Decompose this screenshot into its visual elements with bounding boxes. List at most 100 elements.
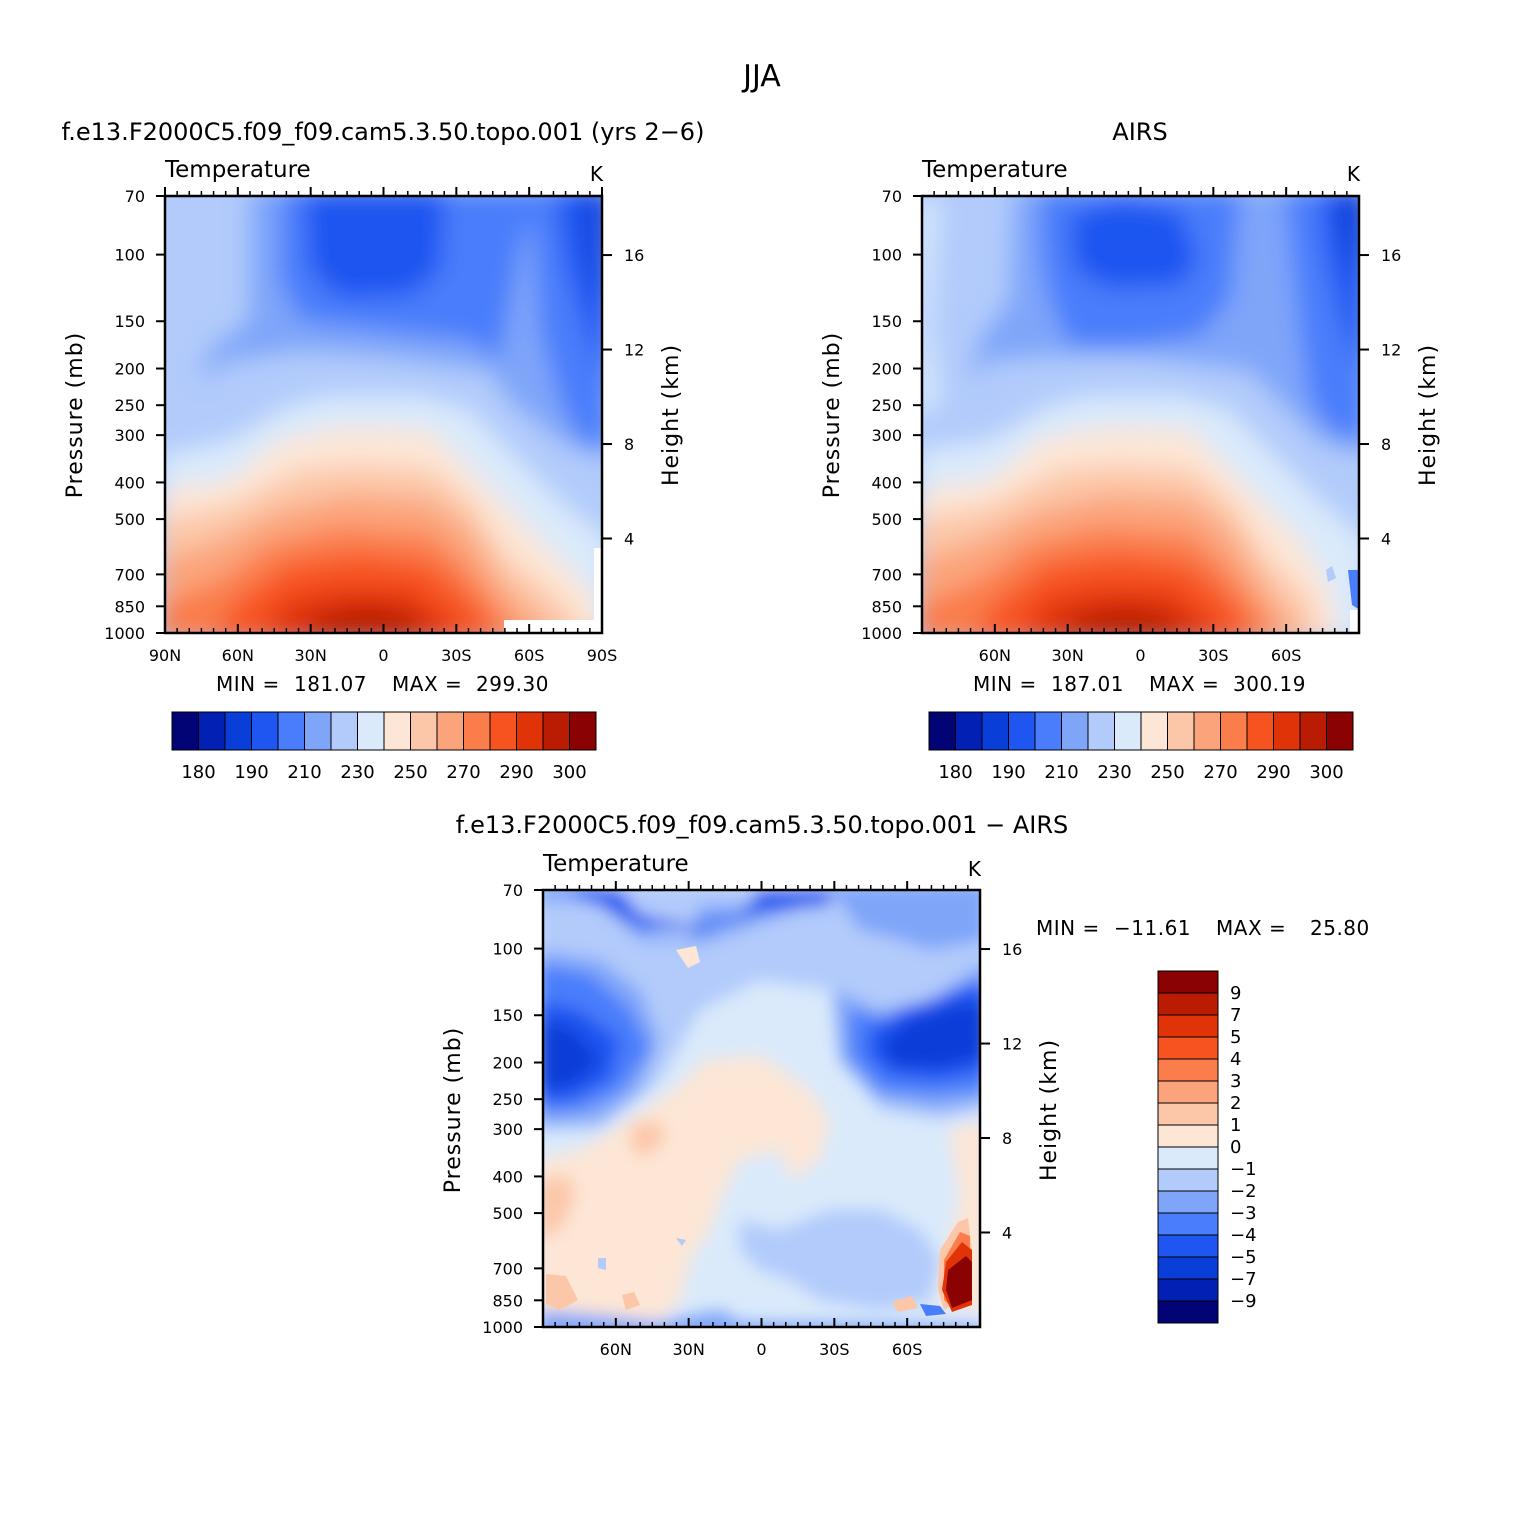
x-tick-label: 30S (1198, 646, 1229, 665)
colorbar-label: 300 (1309, 762, 1343, 783)
y-tick-label: 1000 (482, 1318, 523, 1337)
panel-diff-contour-field (543, 890, 980, 1327)
colorbar-box (1157, 1300, 1219, 1324)
colorbar-box (1157, 1190, 1219, 1214)
panel-obs-axes: 60N 30N 0 30S 60S 70 100 150 200 250 300 400 500 700 8… (861, 187, 1401, 665)
y-tick-label: 100 (871, 246, 902, 265)
colorbar-box (1114, 711, 1142, 751)
panel-diff-title: f.e13.F2000C5.f09_f09.cam5.3.50.topo.001… (456, 811, 1068, 839)
colorbar-box (1157, 970, 1219, 994)
panel-obs-title: AIRS (1112, 118, 1167, 146)
colorbar-box (1087, 711, 1115, 751)
panel-diff-units: K (968, 857, 982, 881)
panel-model-y2label: Height (km) (659, 344, 684, 486)
panel-model-title: f.e13.F2000C5.f09_f09.cam5.3.50.topo.001… (62, 118, 705, 146)
colorbar-label: 290 (1256, 762, 1290, 783)
y-tick-label: 500 (871, 510, 902, 529)
colorbar-label: 180 (181, 762, 215, 783)
panel-obs-max-value: 300.19 (1233, 672, 1306, 696)
panel-model: f.e13.F2000C5.f09_f09.cam5.3.50.topo.001… (62, 118, 705, 783)
panel-diff-subtitle: Temperature (542, 851, 689, 877)
x-tick-label: 90N (149, 646, 181, 665)
colorbar-box (1157, 1212, 1219, 1236)
x-tick-label: 30N (1052, 646, 1084, 665)
colorbar-label: −5 (1230, 1247, 1257, 1268)
colorbar-box (1008, 711, 1036, 751)
colorbar-box (1193, 711, 1221, 751)
panel-diff-axes: 60N 30N 0 30S 60S 70 100 150 200 250 300 400 500 700 8… (482, 881, 1022, 1359)
panel-diff-ylabel: Pressure (mb) (441, 1027, 466, 1194)
colorbar-box (1326, 711, 1354, 751)
colorbar-box (410, 711, 438, 751)
y-tick-label: 150 (114, 312, 145, 331)
y-tick-label: 300 (114, 426, 145, 445)
y-tick-label: 400 (492, 1167, 523, 1186)
y2-tick-label: 12 (1381, 341, 1401, 360)
panel-diff-min-label: MIN = (1036, 916, 1100, 940)
y-tick-label: 70 (503, 881, 523, 900)
colorbar-box (1157, 1146, 1219, 1170)
colorbar-box (463, 711, 491, 751)
colorbar-box (171, 711, 199, 751)
x-tick-label: 30S (441, 646, 472, 665)
colorbar-box (1246, 711, 1274, 751)
x-tick-label: 60S (1271, 646, 1302, 665)
panel-model-min-label: MIN = (216, 672, 280, 696)
colorbar-label: 2 (1230, 1093, 1241, 1114)
y-tick-label: 850 (114, 597, 145, 616)
y-tick-label: 250 (114, 396, 145, 415)
panel-obs-colorbar: 180 190 210 230 250 270 290 300 (928, 711, 1354, 783)
colorbar-label: 5 (1230, 1027, 1241, 1048)
colorbar-label: 1 (1230, 1115, 1241, 1136)
y2-tick-label: 4 (624, 530, 634, 549)
colorbar-label: 250 (393, 762, 427, 783)
colorbar-box (981, 711, 1009, 751)
colorbar-box (251, 711, 279, 751)
colorbar-label: 3 (1230, 1071, 1241, 1092)
colorbar-label: 270 (446, 762, 480, 783)
y-tick-label: 70 (882, 187, 902, 206)
colorbar-box (198, 711, 226, 751)
colorbar-label: 210 (287, 762, 321, 783)
y-tick-label: 100 (114, 246, 145, 265)
panel-model-subtitle: Temperature (164, 157, 311, 183)
colorbar-label: 180 (938, 762, 972, 783)
colorbar-box (1157, 1278, 1219, 1302)
colorbar-box (1157, 992, 1219, 1016)
panel-diff-min-value: −11.61 (1114, 916, 1191, 940)
colorbar-box (1140, 711, 1168, 751)
panel-model-max-value: 299.30 (476, 672, 549, 696)
y-tick-label: 1000 (861, 624, 902, 643)
colorbar-label: 230 (1097, 762, 1131, 783)
y-tick-label: 500 (114, 510, 145, 529)
colorbar-box (1061, 711, 1089, 751)
colorbar-label: 230 (340, 762, 374, 783)
panel-obs: AIRS Temperature K (820, 118, 1441, 783)
y-tick-label: 150 (871, 312, 902, 331)
x-tick-label: 60N (979, 646, 1011, 665)
colorbar-box (955, 711, 983, 751)
y-tick-label: 250 (871, 396, 902, 415)
colorbar-box (1273, 711, 1301, 751)
colorbar-label: −2 (1230, 1181, 1257, 1202)
colorbar-label: −9 (1230, 1291, 1257, 1312)
colorbar-label: 300 (552, 762, 586, 783)
y2-tick-label: 16 (1381, 246, 1401, 265)
colorbar-box (542, 711, 570, 751)
x-tick-label: 90S (587, 646, 618, 665)
colorbar-label: 250 (1150, 762, 1184, 783)
figure-title: JJA (741, 59, 781, 94)
y2-tick-label: 8 (1381, 435, 1391, 454)
panel-model-axes: 90N 60N 30N 0 30S 60S 90S 70 100 150 200 250 300 400 5… (104, 187, 644, 665)
panel-diff-stats: MIN = −11.61 MAX = 25.80 (1036, 916, 1369, 940)
x-tick-label: 30N (295, 646, 327, 665)
colorbar-box (1220, 711, 1248, 751)
colorbar-box (1157, 1234, 1219, 1258)
panel-obs-ylabel: Pressure (mb) (820, 332, 845, 499)
y2-tick-label: 8 (1002, 1129, 1012, 1148)
y-tick-label: 700 (492, 1259, 523, 1278)
y2-tick-label: 4 (1381, 530, 1391, 549)
colorbar-box (569, 711, 597, 751)
panel-model-colorbar: 180 190 210 230 250 270 290 300 (171, 711, 597, 783)
